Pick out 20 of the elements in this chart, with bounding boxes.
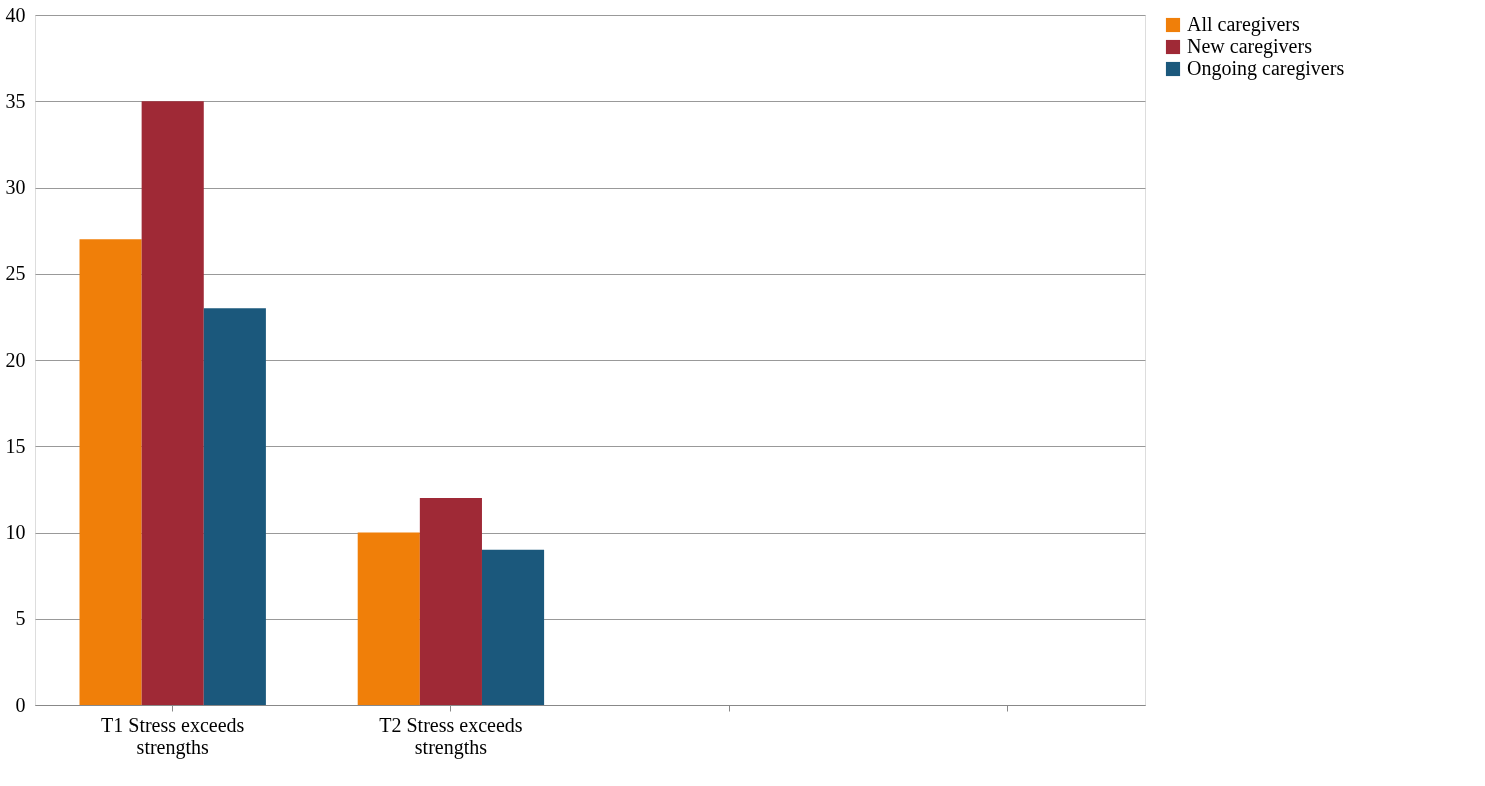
x-tick-label: T2 Stress exceeds strengths (379, 713, 523, 759)
y-tick-label: 0 (15, 693, 26, 716)
bar (79, 239, 142, 705)
bar (141, 101, 204, 705)
bar (203, 308, 266, 705)
bar (357, 532, 420, 705)
y-tick-label: 35 (5, 89, 26, 112)
y-tick-label: 25 (5, 262, 26, 285)
bar (481, 549, 545, 705)
legend-label: Ongoing caregivers (1187, 57, 1345, 80)
y-tick-label: 10 (5, 521, 26, 543)
y-tick-label: 20 (5, 348, 26, 371)
y-tick-label: 15 (5, 434, 26, 457)
x-tick-label: T1 Stress exceeds strengths (101, 713, 245, 759)
legend-label: All caregivers (1187, 13, 1300, 36)
legend-label: New caregivers (1187, 35, 1313, 58)
y-tick-label: 5 (15, 607, 26, 630)
y-tick-label: 40 (5, 3, 26, 26)
y-tick-label: 30 (5, 176, 26, 198)
bar (419, 498, 482, 705)
